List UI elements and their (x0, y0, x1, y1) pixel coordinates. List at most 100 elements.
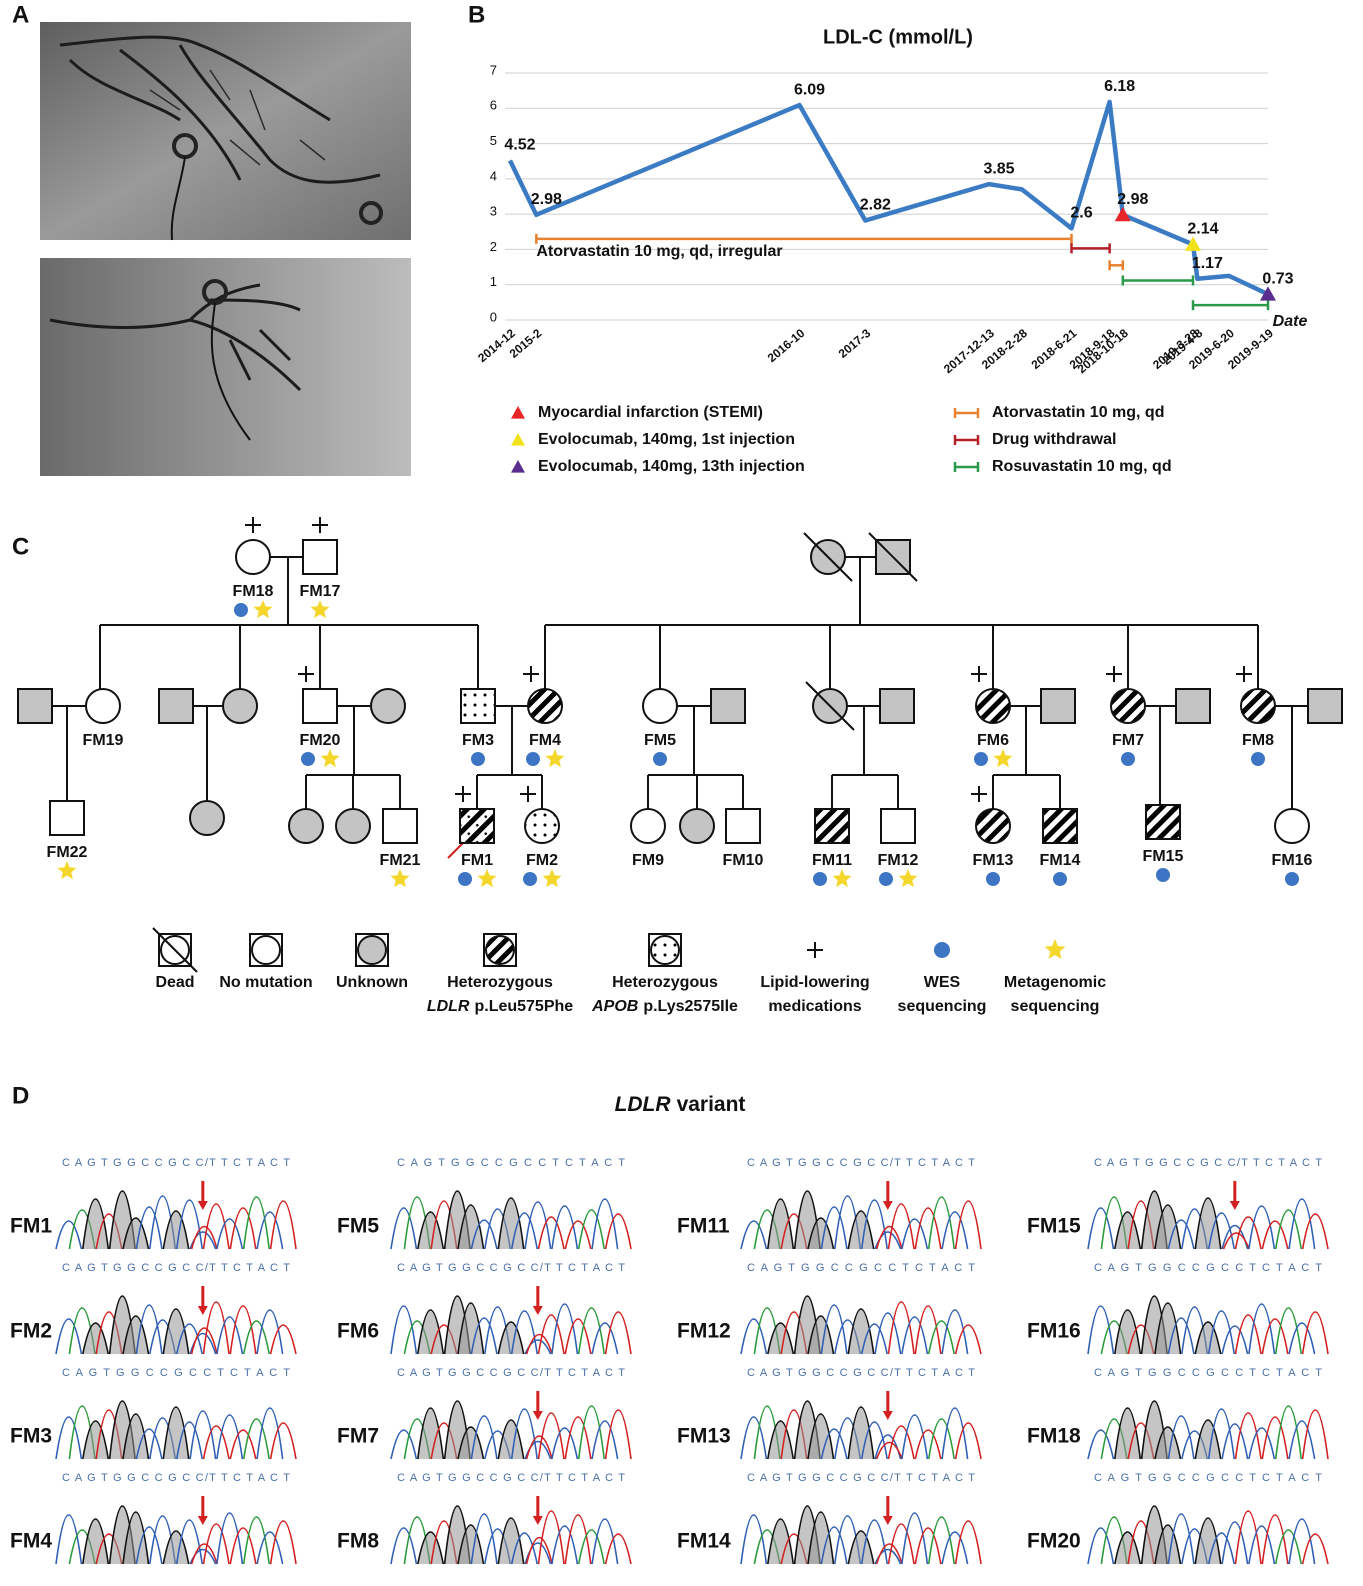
legend-label: Lipid-lowering (760, 974, 869, 991)
lipid-medication-mark (1106, 666, 1122, 682)
trace-peak (1301, 1213, 1329, 1250)
trace-peak (914, 1527, 942, 1565)
trace-peak (269, 1520, 297, 1565)
pedigree-member (630, 808, 666, 844)
trace-peak (1114, 1309, 1142, 1355)
trace-peak (162, 1530, 190, 1565)
sample-label: FM6 (337, 1320, 379, 1343)
trace-peak (229, 1429, 257, 1460)
y-tick-label: 5 (490, 133, 497, 148)
square (460, 688, 496, 724)
trace-peak (82, 1322, 110, 1355)
trace-peak (1301, 1533, 1329, 1565)
wes-dot (1121, 752, 1135, 766)
trace-peak (55, 1220, 83, 1250)
legend-swatch (953, 435, 980, 445)
trace-peak (189, 1332, 217, 1355)
pedigree-member (880, 808, 916, 844)
trace-peak (941, 1407, 969, 1460)
trace-peak (954, 1520, 982, 1565)
pedigree-member (158, 688, 194, 724)
y-tick-label: 2 (490, 239, 497, 254)
square (1040, 688, 1076, 724)
value-label: 2.98 (1117, 191, 1148, 208)
trace-peak (175, 1421, 203, 1460)
trace-peak (604, 1213, 632, 1250)
legend-label: Dead (155, 974, 194, 991)
value-label: 0.73 (1262, 270, 1293, 287)
sequence-text: C A G T G G C C G C C/T T C T A C T (397, 1367, 625, 1379)
arrow-head (197, 1516, 208, 1525)
trace-peak (1207, 1408, 1235, 1460)
trace-peak (216, 1316, 244, 1355)
wes-dot (234, 603, 248, 617)
sequence-text: C A G T G G C C G C C/T T C T A C T (397, 1262, 625, 1274)
chromatogram (1087, 1190, 1329, 1250)
metagenomic-star (1044, 939, 1066, 959)
trace-peak (1274, 1405, 1302, 1460)
legend-circle (357, 935, 387, 965)
trace-peak (1288, 1420, 1316, 1460)
trace-peak (497, 1197, 525, 1250)
treatment-interval (535, 233, 1073, 244)
square (302, 539, 338, 575)
trace-peak (417, 1309, 445, 1355)
trace-peak (1234, 1314, 1262, 1355)
trace-peak (604, 1311, 632, 1355)
pedigree-member (335, 808, 371, 844)
trace-peak (767, 1198, 795, 1250)
trace-peak (175, 1323, 203, 1355)
metagenomic-star (390, 869, 410, 888)
trace-peak (1221, 1521, 1249, 1565)
trace-peak (954, 1324, 982, 1355)
trace-peak (914, 1207, 942, 1250)
trace-peak (1087, 1207, 1115, 1250)
trace-peak (135, 1526, 163, 1565)
member-label: FM10 (723, 852, 764, 869)
metagenomic-star (993, 749, 1013, 768)
chromatogram (390, 1505, 632, 1565)
trace-peak (807, 1315, 835, 1355)
variant-arrow (882, 1181, 893, 1210)
square (1042, 808, 1078, 844)
wes-dot (1053, 872, 1067, 886)
variant-arrow (197, 1496, 208, 1525)
member-label: FM12 (878, 852, 919, 869)
treatment-interval (1070, 243, 1111, 254)
trace-peak (497, 1517, 525, 1565)
arrow-head (197, 1201, 208, 1210)
panel-label: C (12, 533, 29, 560)
trace-peak (457, 1524, 485, 1565)
trace-peak (767, 1420, 795, 1460)
wes-dot (879, 872, 893, 886)
metagenomic-star (477, 869, 497, 888)
trace-peak (524, 1201, 552, 1250)
legend-label: Heterozygous (612, 974, 718, 991)
deceased-slash (868, 532, 918, 582)
treatment-interval (1108, 260, 1125, 271)
trace-peak (577, 1209, 605, 1250)
trace-peak (591, 1420, 619, 1460)
pedigree-member (1042, 808, 1078, 844)
trace-peak (887, 1523, 915, 1565)
wes-dot (653, 752, 667, 766)
member-label: FM9 (632, 852, 664, 869)
legend-circle (485, 935, 515, 965)
circle (630, 808, 666, 844)
circle (1240, 688, 1276, 724)
gene-name: APOB (591, 998, 638, 1015)
trace-peak (820, 1428, 848, 1460)
legend-symbol (152, 927, 198, 973)
circle (235, 539, 271, 575)
trace-peak (1234, 1412, 1262, 1460)
trace-peak (807, 1413, 835, 1460)
square (17, 688, 53, 724)
pedigree-member (288, 808, 324, 844)
lipid-medication-mark (520, 786, 536, 802)
chromatogram (55, 1295, 297, 1355)
square (879, 688, 915, 724)
trace-peak (1194, 1197, 1222, 1250)
variant-arrow (882, 1496, 893, 1525)
legend-circle (650, 935, 680, 965)
trace-peak (1274, 1307, 1302, 1355)
